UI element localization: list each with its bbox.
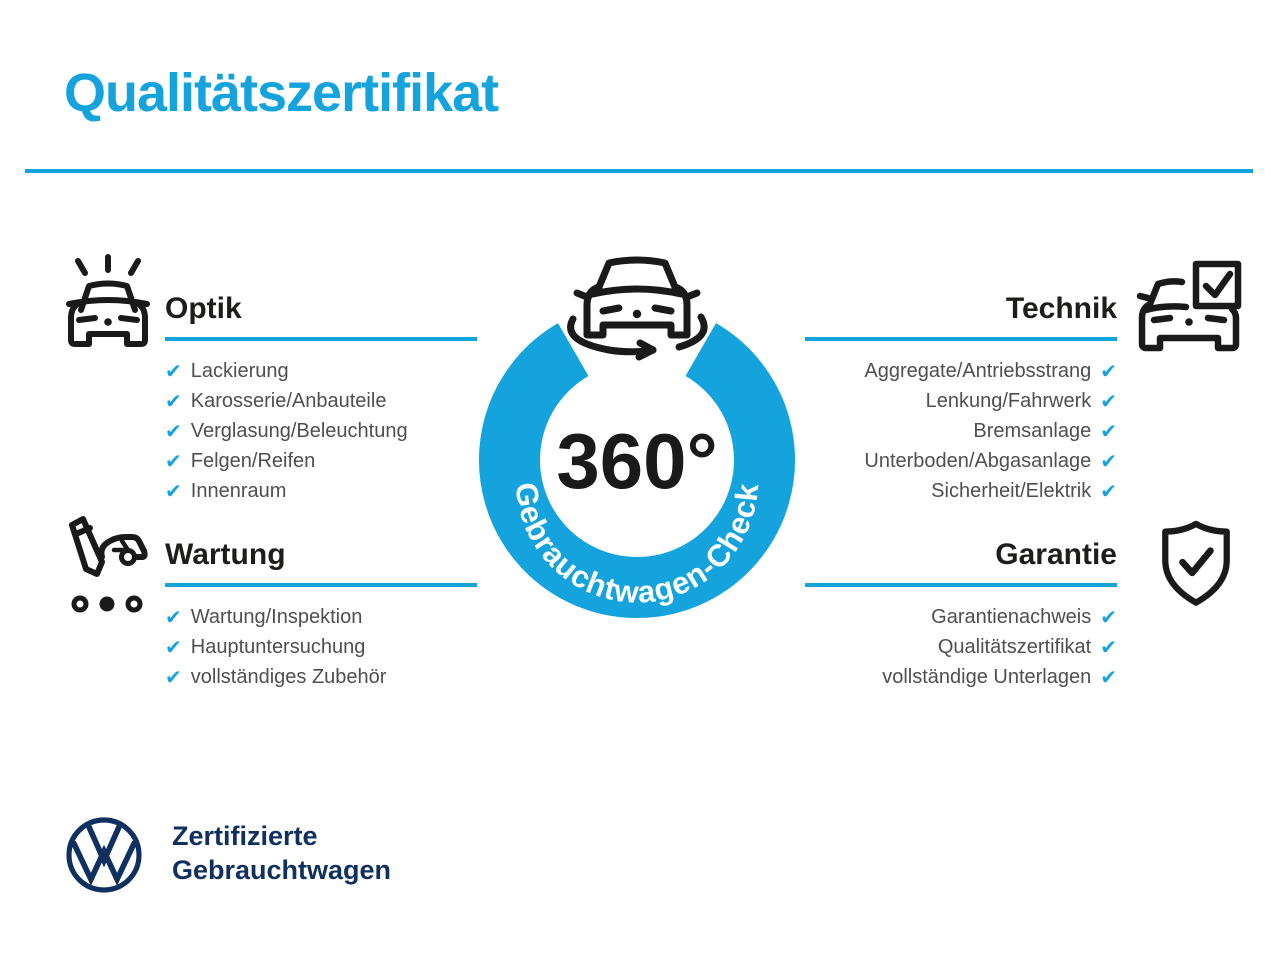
title-divider — [25, 169, 1253, 173]
list-item: ✔ Lackierung — [165, 356, 477, 386]
list-item-label: Innenraum — [190, 479, 287, 502]
list-item: ✔ Sicherheit/Elektrik — [805, 476, 1117, 506]
check-icon: ✔ — [165, 479, 182, 503]
360-degree-badge: Gebrauchtwagen-Check 360° — [479, 256, 795, 618]
check-icon: ✔ — [1100, 665, 1117, 689]
checklist: ✔ Garantienachweis ✔ Qualitätszertifikat… — [805, 602, 1117, 692]
list-item: ✔ Karosserie/Anbauteile — [165, 386, 477, 416]
list-item-label: Sicherheit/Elektrik — [931, 479, 1092, 502]
section-optik: Optik ✔ Lackierung ✔ Karosserie/Anbautei… — [165, 292, 477, 506]
section-title: Garantie — [805, 538, 1117, 587]
check-icon: ✔ — [165, 419, 182, 443]
check-icon: ✔ — [165, 665, 182, 689]
list-item-label: Karosserie/Anbauteile — [190, 389, 387, 412]
check-icon: ✔ — [165, 605, 182, 629]
list-item: ✔ Bremsanlage — [805, 416, 1117, 446]
checklist: ✔ Aggregate/Antriebsstrang ✔ Lenkung/Fah… — [805, 356, 1117, 506]
list-item: ✔ Innenraum — [165, 476, 477, 506]
list-item-label: Unterboden/Abgasanlage — [864, 449, 1092, 472]
list-item: ✔ Lenkung/Fahrwerk — [805, 386, 1117, 416]
list-item-label: Garantienachweis — [931, 605, 1092, 628]
badge-degrees: 360° — [556, 417, 717, 505]
section-title: Technik — [805, 292, 1117, 341]
car-checkbox-icon — [1136, 260, 1242, 352]
list-item-label: vollständige Unterlagen — [882, 665, 1092, 688]
check-icon: ✔ — [1100, 419, 1117, 443]
check-icon: ✔ — [1100, 389, 1117, 413]
list-item-label: Lackierung — [190, 359, 289, 382]
section-technik: Technik ✔ Aggregate/Antriebsstrang ✔ Len… — [805, 292, 1117, 506]
list-item: ✔ Hauptuntersuchung — [165, 632, 477, 662]
list-item-label: Aggregate/Antriebsstrang — [864, 359, 1092, 382]
check-icon: ✔ — [165, 449, 182, 473]
footer-line1: Zertifizierte — [172, 821, 318, 851]
check-icon: ✔ — [1100, 479, 1117, 503]
section-wartung: Wartung ✔ Wartung/Inspektion ✔ Hauptunte… — [165, 538, 477, 692]
check-icon: ✔ — [1100, 359, 1117, 383]
footer-line2: Gebrauchtwagen — [172, 855, 392, 885]
check-icon: ✔ — [1100, 449, 1117, 473]
list-item: ✔ Felgen/Reifen — [165, 446, 477, 476]
checklist: ✔ Wartung/Inspektion ✔ Hauptuntersuchung… — [165, 602, 477, 692]
badge-ring — [479, 323, 795, 618]
check-icon: ✔ — [165, 635, 182, 659]
rotating-car-icon — [567, 256, 708, 361]
list-item-label: Wartung/Inspektion — [190, 605, 363, 628]
list-item-label: Qualitätszertifikat — [937, 635, 1092, 658]
page-title: Qualitätszertifikat — [64, 63, 499, 123]
list-item: ✔ Unterboden/Abgasanlage — [805, 446, 1117, 476]
checklist: ✔ Lackierung ✔ Karosserie/Anbauteile ✔ V… — [165, 356, 477, 506]
list-item-label: vollständiges Zubehör — [190, 665, 387, 688]
list-item-label: Verglasung/Beleuchtung — [190, 419, 408, 442]
vw-logo — [66, 817, 142, 893]
list-item-label: Felgen/Reifen — [190, 449, 316, 472]
footer-claim: Zertifizierte Gebrauchtwagen — [172, 819, 391, 887]
check-icon: ✔ — [1100, 635, 1117, 659]
list-item-label: Bremsanlage — [973, 419, 1092, 442]
shield-check-icon — [1162, 520, 1230, 606]
car-shine-icon — [66, 254, 150, 347]
check-icon: ✔ — [165, 389, 182, 413]
check-icon: ✔ — [1100, 605, 1117, 629]
pencil-van-icon — [69, 516, 148, 613]
list-item: ✔ Qualitätszertifikat — [805, 632, 1117, 662]
list-item: ✔ Verglasung/Beleuchtung — [165, 416, 477, 446]
list-item: ✔ Aggregate/Antriebsstrang — [805, 356, 1117, 386]
section-garantie: Garantie ✔ Garantienachweis ✔ Qualitätsz… — [805, 538, 1117, 692]
list-item: ✔ Wartung/Inspektion — [165, 602, 477, 632]
list-item: ✔ vollständige Unterlagen — [805, 662, 1117, 692]
section-title: Optik — [165, 292, 477, 341]
list-item: ✔ Garantienachweis — [805, 602, 1117, 632]
list-item-label: Hauptuntersuchung — [190, 635, 366, 658]
list-item-label: Lenkung/Fahrwerk — [925, 389, 1092, 412]
list-item: ✔ vollständiges Zubehör — [165, 662, 477, 692]
section-title: Wartung — [165, 538, 477, 587]
check-icon: ✔ — [165, 359, 182, 383]
